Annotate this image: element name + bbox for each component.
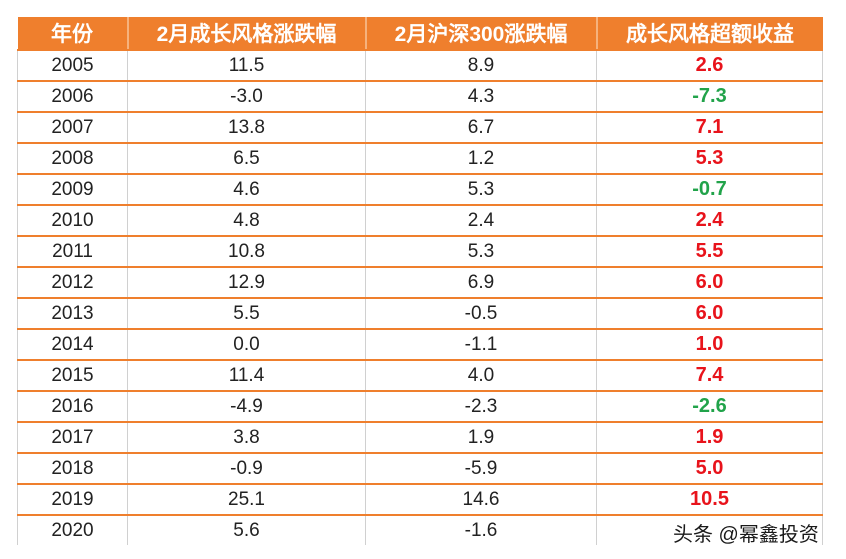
table-row: 2011 10.8 5.3 5.5	[17, 236, 823, 268]
cell-excess-return: 2.4	[596, 205, 823, 237]
cell-excess-return: 6.0	[596, 298, 823, 330]
cell-csi300-change: 4.0	[365, 360, 597, 392]
cell-growth-change: 11.5	[127, 50, 366, 82]
table-row: 2015 11.4 4.0 7.4	[17, 360, 823, 392]
table-row: 2008 6.5 1.2 5.3	[17, 143, 823, 175]
cell-growth-change: 4.6	[127, 174, 366, 206]
cell-growth-change: 12.9	[127, 267, 366, 299]
cell-year: 2013	[17, 298, 128, 330]
header-excess-return: 成长风格超额收益	[596, 17, 823, 51]
cell-year: 2009	[17, 174, 128, 206]
cell-csi300-change: 6.7	[365, 112, 597, 144]
cell-year: 2006	[17, 81, 128, 113]
table-row: 2007 13.8 6.7 7.1	[17, 112, 823, 144]
growth-style-table: 年份 2月成长风格涨跌幅 2月沪深300涨跌幅 成长风格超额收益 2005 11.…	[17, 17, 823, 545]
cell-csi300-change: -5.9	[365, 453, 597, 485]
cell-year: 2015	[17, 360, 128, 392]
table-row: 2009 4.6 5.3 -0.7	[17, 174, 823, 206]
cell-year: 2018	[17, 453, 128, 485]
cell-year: 2014	[17, 329, 128, 361]
cell-csi300-change: 1.2	[365, 143, 597, 175]
cell-year: 2012	[17, 267, 128, 299]
cell-growth-change: 5.5	[127, 298, 366, 330]
cell-csi300-change: 6.9	[365, 267, 597, 299]
cell-year: 2010	[17, 205, 128, 237]
cell-excess-return: 5.5	[596, 236, 823, 268]
cell-excess-return: 5.3	[596, 143, 823, 175]
cell-year: 2007	[17, 112, 128, 144]
cell-year: 2016	[17, 391, 128, 423]
cell-growth-change: 3.8	[127, 422, 366, 454]
cell-excess-return: -2.6	[596, 391, 823, 423]
table-row: 2016 -4.9 -2.3 -2.6	[17, 391, 823, 423]
cell-csi300-change: 5.3	[365, 236, 597, 268]
cell-growth-change: 25.1	[127, 484, 366, 516]
header-year: 年份	[17, 17, 129, 51]
cell-year: 2005	[17, 50, 128, 82]
cell-year: 2011	[17, 236, 128, 268]
table-row: 2017 3.8 1.9 1.9	[17, 422, 823, 454]
table-row: 2018 -0.9 -5.9 5.0	[17, 453, 823, 485]
cell-excess-return: 10.5	[596, 484, 823, 516]
table-row: 2014 0.0 -1.1 1.0	[17, 329, 823, 361]
cell-csi300-change: 1.9	[365, 422, 597, 454]
cell-csi300-change: 5.3	[365, 174, 597, 206]
cell-excess-return: -7.3	[596, 81, 823, 113]
cell-excess-return: -0.7	[596, 174, 823, 206]
table-row: 2010 4.8 2.4 2.4	[17, 205, 823, 237]
cell-csi300-change: -0.5	[365, 298, 597, 330]
table-row: 2019 25.1 14.6 10.5	[17, 484, 823, 516]
cell-year: 2019	[17, 484, 128, 516]
cell-growth-change: -3.0	[127, 81, 366, 113]
cell-year: 2020	[17, 515, 128, 545]
cell-growth-change: 5.6	[127, 515, 366, 545]
cell-csi300-change: 4.3	[365, 81, 597, 113]
cell-excess-return: 6.0	[596, 267, 823, 299]
cell-csi300-change: -1.6	[365, 515, 597, 545]
cell-year: 2017	[17, 422, 128, 454]
cell-growth-change: 10.8	[127, 236, 366, 268]
cell-growth-change: 11.4	[127, 360, 366, 392]
table-row: 2013 5.5 -0.5 6.0	[17, 298, 823, 330]
table-body: 2005 11.5 8.9 2.6 2006 -3.0 4.3 -7.3 2007 13.8 6.7…	[17, 50, 823, 545]
cell-growth-change: 13.8	[127, 112, 366, 144]
cell-growth-change: 6.5	[127, 143, 366, 175]
data-table-container: 年份 2月成长风格涨跌幅 2月沪深300涨跌幅 成长风格超额收益 2005 11.…	[17, 17, 823, 545]
header-csi300-change: 2月沪深300涨跌幅	[365, 17, 598, 51]
watermark: 头条 @幂鑫投资	[670, 518, 822, 547]
cell-excess-return: 7.1	[596, 112, 823, 144]
cell-csi300-change: 14.6	[365, 484, 597, 516]
cell-csi300-change: 2.4	[365, 205, 597, 237]
cell-csi300-change: -1.1	[365, 329, 597, 361]
header-growth-change: 2月成长风格涨跌幅	[127, 17, 367, 51]
cell-growth-change: -4.9	[127, 391, 366, 423]
cell-excess-return: 1.9	[596, 422, 823, 454]
cell-growth-change: -0.9	[127, 453, 366, 485]
cell-excess-return: 1.0	[596, 329, 823, 361]
cell-excess-return: 7.4	[596, 360, 823, 392]
cell-growth-change: 4.8	[127, 205, 366, 237]
cell-excess-return: 2.6	[596, 50, 823, 82]
cell-csi300-change: -2.3	[365, 391, 597, 423]
table-row: 2006 -3.0 4.3 -7.3	[17, 81, 823, 113]
table-row: 2012 12.9 6.9 6.0	[17, 267, 823, 299]
table-row: 2005 11.5 8.9 2.6	[17, 50, 823, 82]
table-header-row: 年份 2月成长风格涨跌幅 2月沪深300涨跌幅 成长风格超额收益	[17, 17, 823, 51]
cell-growth-change: 0.0	[127, 329, 366, 361]
cell-year: 2008	[17, 143, 128, 175]
cell-csi300-change: 8.9	[365, 50, 597, 82]
cell-excess-return: 5.0	[596, 453, 823, 485]
